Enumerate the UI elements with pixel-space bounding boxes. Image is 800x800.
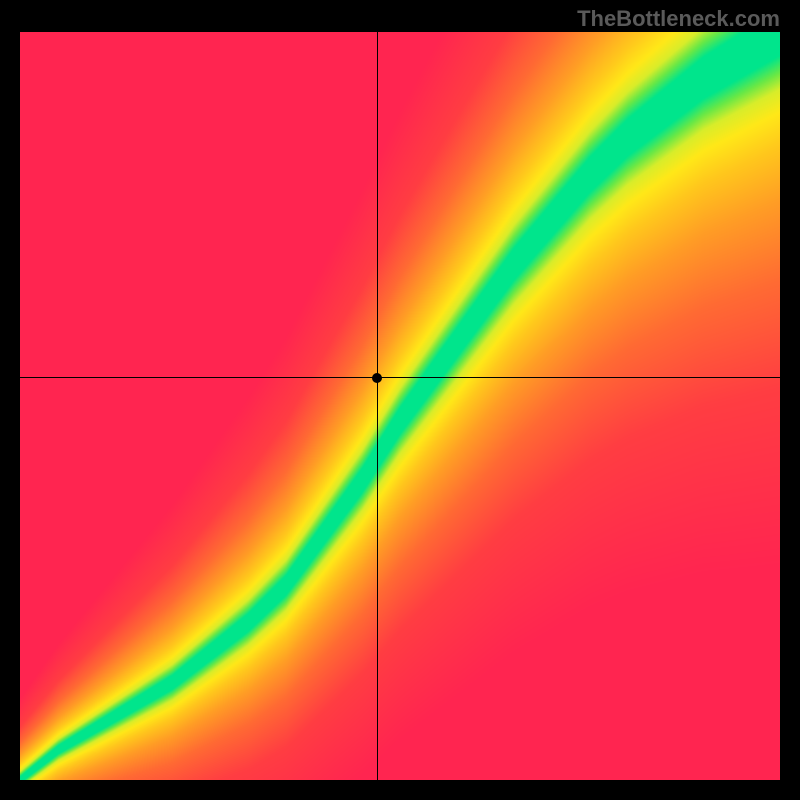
heatmap-canvas xyxy=(20,32,780,780)
crosshair-horizontal xyxy=(20,377,780,378)
plot-area xyxy=(20,32,780,780)
watermark-text: TheBottleneck.com xyxy=(577,6,780,32)
crosshair-vertical xyxy=(377,32,378,780)
crosshair-marker xyxy=(372,373,382,383)
bottleneck-chart: TheBottleneck.com xyxy=(0,0,800,800)
